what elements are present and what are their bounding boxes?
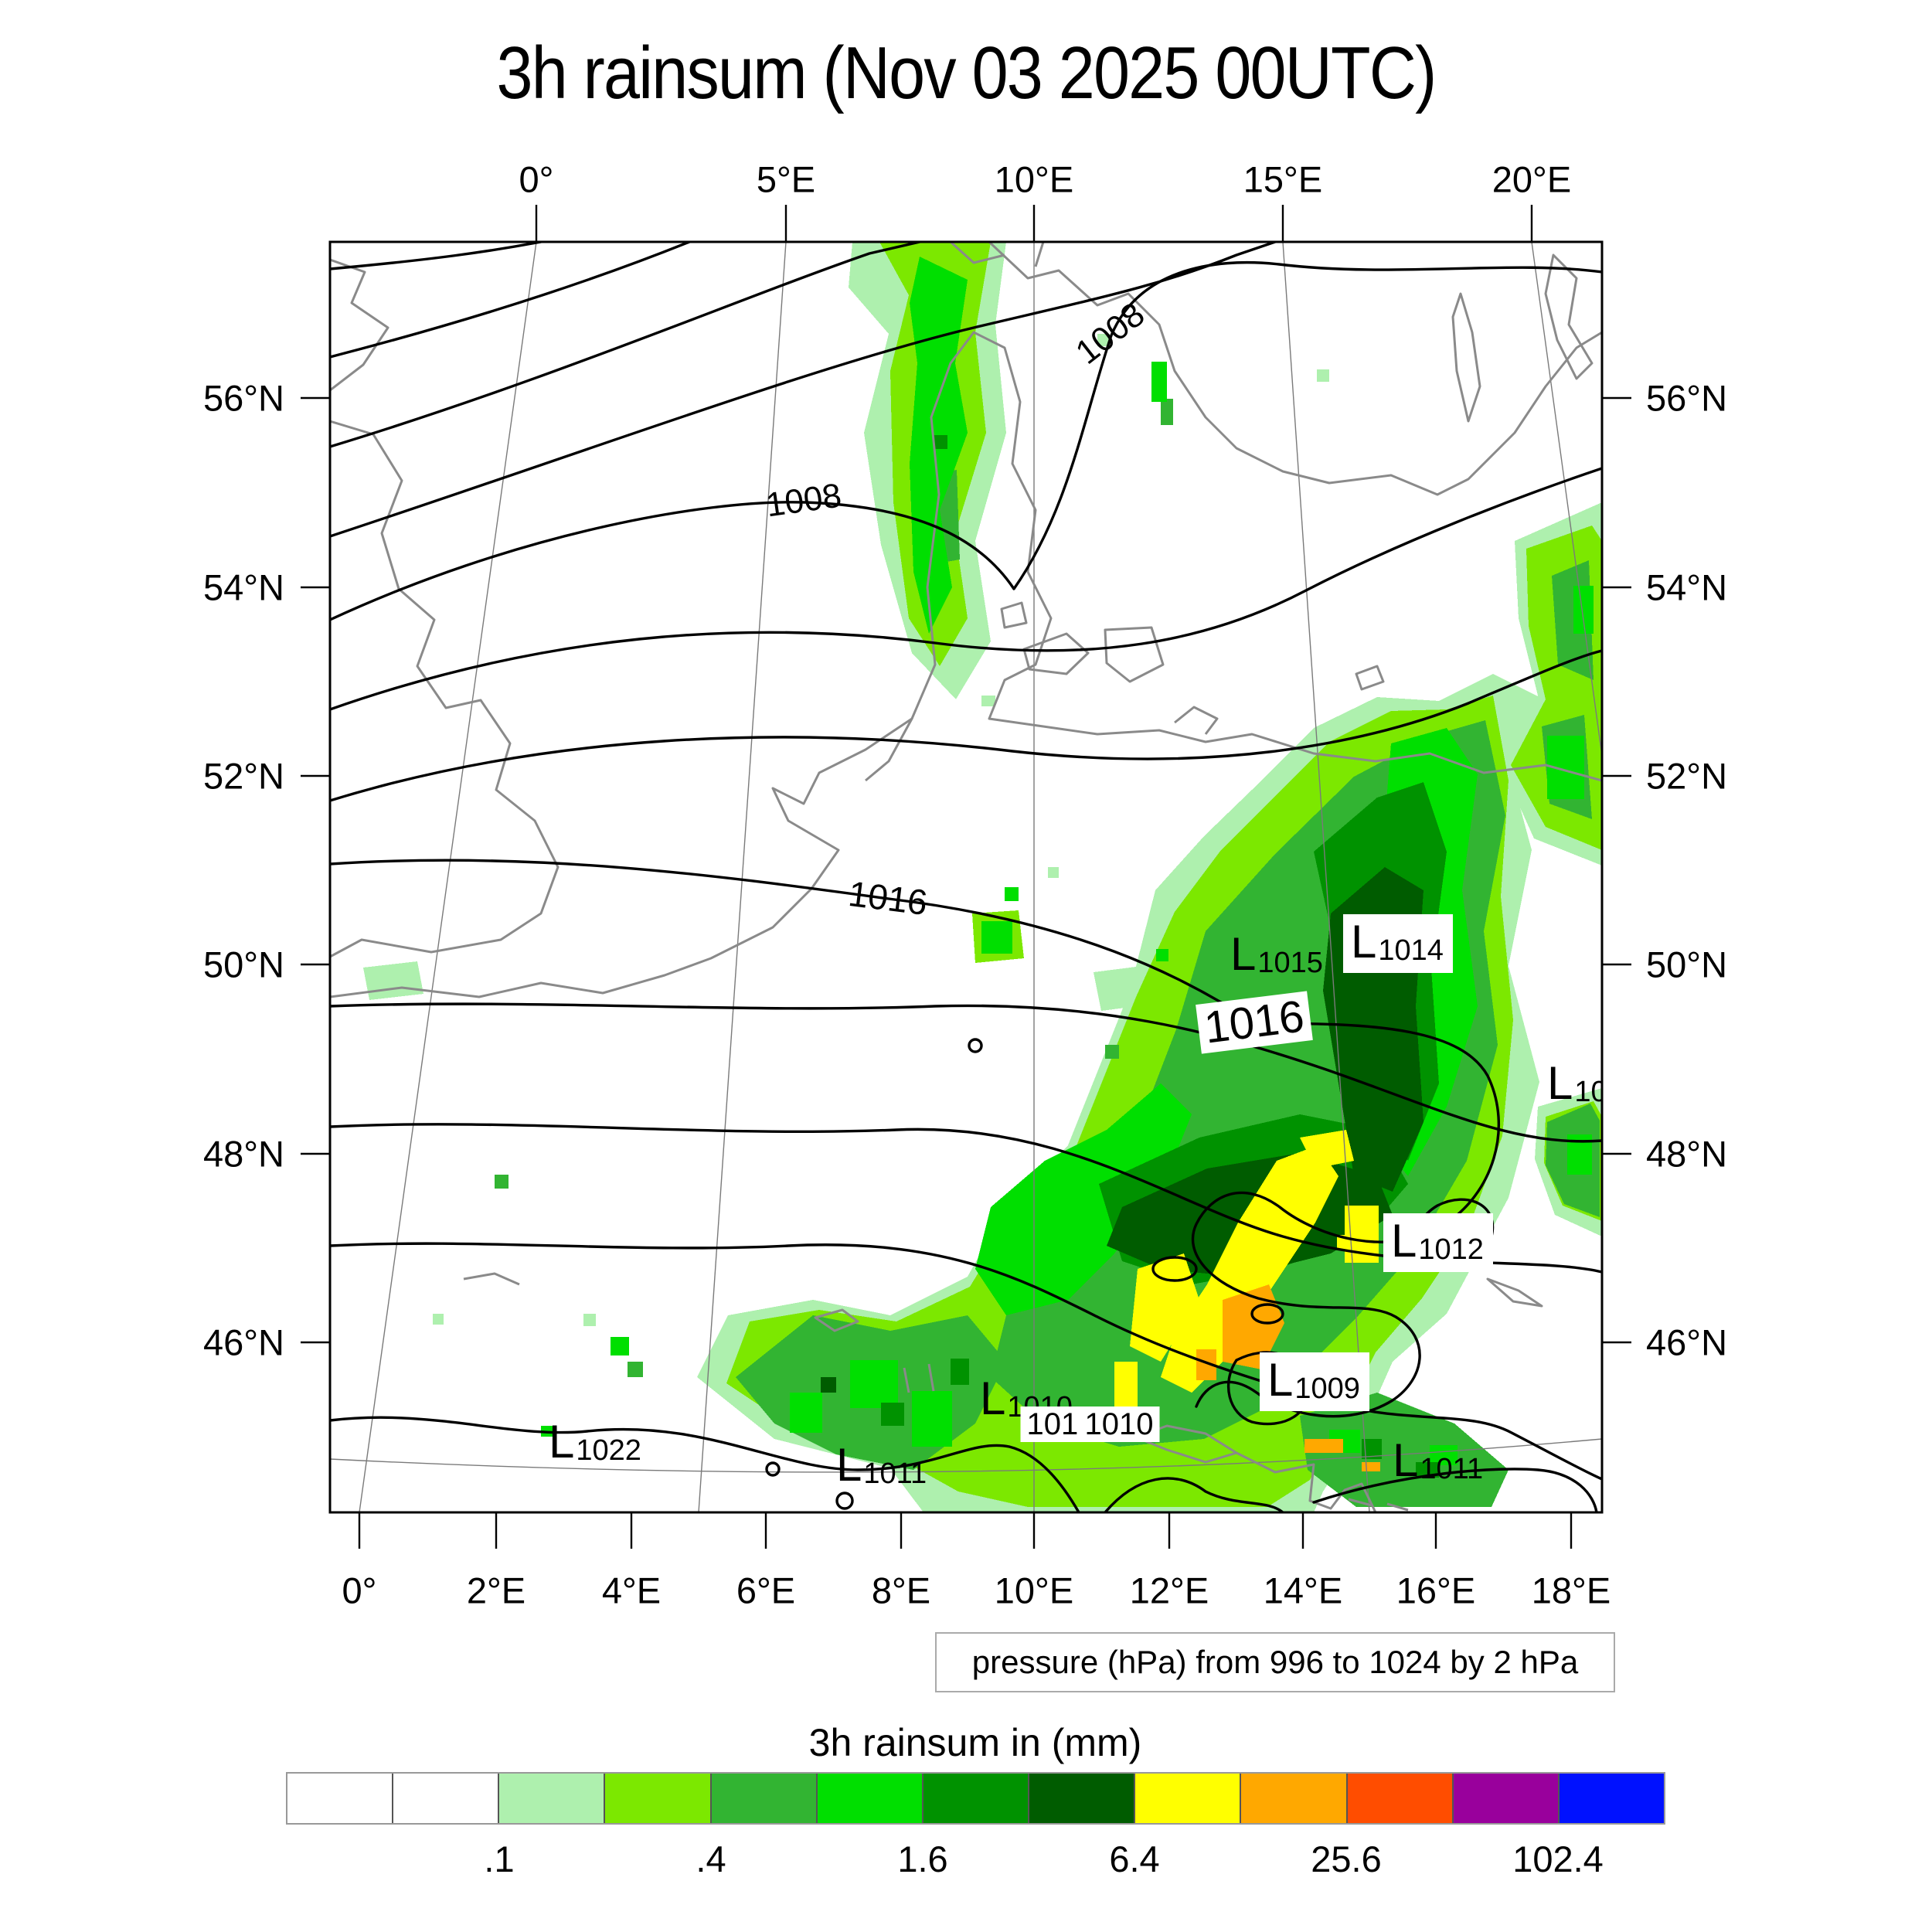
bottom-axis-label: 18°E bbox=[1531, 1570, 1611, 1611]
left-axis-label: 46°N bbox=[202, 1321, 284, 1363]
low-pressure-value: 1011 bbox=[1420, 1453, 1484, 1485]
low-letter: L bbox=[1391, 1215, 1417, 1267]
left-axis-label: 50°N bbox=[202, 944, 284, 985]
colorbar-cell bbox=[711, 1774, 818, 1823]
low-letter: L bbox=[1351, 916, 1377, 968]
low-letter: L bbox=[549, 1416, 575, 1468]
right-axis-label: 46°N bbox=[1646, 1321, 1728, 1363]
contour-label: 1008 bbox=[764, 476, 844, 525]
colorbar-title: 3h rainsum in (mm) bbox=[808, 1721, 1142, 1764]
colorbar-cell bbox=[1453, 1774, 1560, 1823]
contour-label: 1008 bbox=[1069, 295, 1152, 372]
low-letter: L bbox=[1547, 1057, 1573, 1109]
bottom-axis-label: 8°E bbox=[871, 1570, 931, 1611]
right-axis-label: 52°N bbox=[1646, 755, 1728, 797]
colorbar-cell bbox=[605, 1774, 712, 1823]
colorbar-cell bbox=[287, 1774, 394, 1823]
right-axis-label: 50°N bbox=[1646, 944, 1728, 985]
bottom-axis-label: 12°E bbox=[1129, 1570, 1209, 1611]
low-pressure-value: 1012 bbox=[1574, 1076, 1602, 1108]
map-frame bbox=[301, 205, 1631, 1549]
colorbar-cell bbox=[1347, 1774, 1454, 1823]
low-pressure-value: 1012 bbox=[1418, 1233, 1484, 1266]
pressure-contours bbox=[330, 242, 1602, 1512]
colorbar-cell bbox=[1559, 1774, 1665, 1823]
colorbar-tick-label: .4 bbox=[696, 1838, 726, 1879]
low-letter: L bbox=[980, 1372, 1006, 1424]
contour-label: 1016 bbox=[846, 872, 930, 923]
low-letter: L bbox=[1230, 928, 1257, 980]
right-axis-label: 54°N bbox=[1646, 566, 1728, 608]
colorbar bbox=[286, 1772, 1665, 1825]
low-pressure-value: 1011 bbox=[863, 1458, 927, 1490]
low-pressure-marker: L 1011 bbox=[1393, 1434, 1484, 1486]
left-axis-label: 48°N bbox=[202, 1133, 284, 1175]
colorbar-tick-label: 6.4 bbox=[1109, 1838, 1160, 1879]
colorbar-cell bbox=[1029, 1774, 1136, 1823]
bottom-axis-label: 10°E bbox=[994, 1570, 1074, 1611]
low-letter: L bbox=[1267, 1354, 1294, 1406]
colorbar-tick-label: 102.4 bbox=[1512, 1838, 1604, 1879]
low-letter: L bbox=[836, 1439, 862, 1491]
pressure-caption: pressure (hPa) from 996 to 1024 by 2 hPa bbox=[935, 1632, 1615, 1692]
top-axis-label: 15°E bbox=[1243, 158, 1323, 200]
bottom-axis-label: 16°E bbox=[1396, 1570, 1476, 1611]
page-title: 3h rainsum (Nov 03 2025 00UTC) bbox=[496, 32, 1437, 114]
left-axis-label: 56°N bbox=[202, 377, 284, 419]
left-axis-label: 52°N bbox=[202, 755, 284, 797]
bottom-axis-label: 4°E bbox=[601, 1570, 662, 1611]
low-pressure-marker: L 1011 bbox=[836, 1439, 927, 1491]
colorbar-cell bbox=[1241, 1774, 1348, 1823]
graticule bbox=[330, 242, 1602, 1512]
map-label-layer: L1015L1014L1012L1012L1009L1010L1022L1011… bbox=[330, 242, 1602, 1512]
contour-label: 1016 bbox=[1196, 991, 1313, 1054]
right-axis-ticks bbox=[1602, 396, 1631, 1344]
bottom-axis-label: 6°E bbox=[736, 1570, 796, 1611]
right-axis-label: 56°N bbox=[1646, 377, 1728, 419]
low-pressure-marker: L 1009 bbox=[1260, 1352, 1369, 1411]
low-pressure-value: 1014 bbox=[1378, 934, 1444, 967]
top-axis-label: 5°E bbox=[756, 158, 816, 200]
low-letter: L bbox=[1393, 1434, 1419, 1486]
bottom-axis-label: 0° bbox=[342, 1570, 377, 1611]
low-pressure-marker: L 1015 bbox=[1230, 931, 1323, 978]
left-axis-ticks bbox=[301, 396, 330, 1344]
colorbar-tick-label: 25.6 bbox=[1311, 1838, 1382, 1879]
contour-label: 1010 bbox=[1078, 1406, 1160, 1442]
low-pressure-value: 1009 bbox=[1294, 1372, 1360, 1405]
low-pressure-marker: L 1014 bbox=[1343, 914, 1453, 973]
colorbar-cell bbox=[817, 1774, 923, 1823]
top-axis-label: 10°E bbox=[994, 158, 1074, 200]
colorbar-cell bbox=[499, 1774, 606, 1823]
low-pressure-value: 1022 bbox=[576, 1434, 641, 1467]
top-axis-label: 20°E bbox=[1492, 158, 1572, 200]
colorbar-tick-label: .1 bbox=[484, 1838, 515, 1879]
right-axis-label: 48°N bbox=[1646, 1133, 1728, 1175]
top-axis-label: 0° bbox=[519, 158, 554, 200]
low-pressure-value: 1015 bbox=[1257, 947, 1323, 979]
left-axis-label: 54°N bbox=[202, 566, 284, 608]
low-pressure-marker: L 1022 bbox=[549, 1416, 641, 1468]
bottom-axis-ticks bbox=[358, 1512, 1573, 1549]
top-axis-ticks bbox=[535, 205, 1533, 242]
colorbar-cell bbox=[923, 1774, 1030, 1823]
bottom-axis-label: 2°E bbox=[466, 1570, 526, 1611]
colorbar-cell bbox=[1135, 1774, 1242, 1823]
bottom-axis-label: 14°E bbox=[1263, 1570, 1343, 1611]
rain-shading-layer bbox=[363, 242, 1602, 1512]
colorbar-cell bbox=[393, 1774, 500, 1823]
colorbar-tick-label: 1.6 bbox=[897, 1838, 948, 1879]
